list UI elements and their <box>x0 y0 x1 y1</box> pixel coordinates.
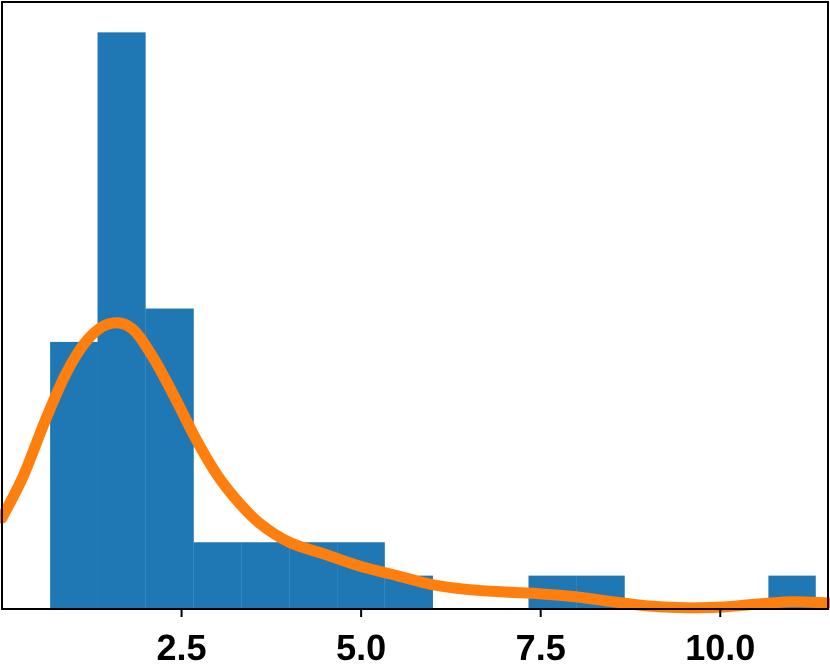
x-tick-label-0: 2.5 <box>157 627 207 664</box>
x-tick-label-1: 5.0 <box>336 627 386 664</box>
x-axis-ticks: 2.5 5.0 7.5 10.0 <box>157 609 755 664</box>
kde-layer <box>0 317 830 614</box>
kde-curve <box>0 317 830 614</box>
bars-layer <box>50 32 816 610</box>
x-tick-label-2: 7.5 <box>516 627 566 664</box>
x-tick-label-3: 10.0 <box>685 627 755 664</box>
histogram-bar-3 <box>193 542 242 609</box>
histogram-bar-4 <box>241 542 290 609</box>
axes-frame <box>1 1 829 610</box>
